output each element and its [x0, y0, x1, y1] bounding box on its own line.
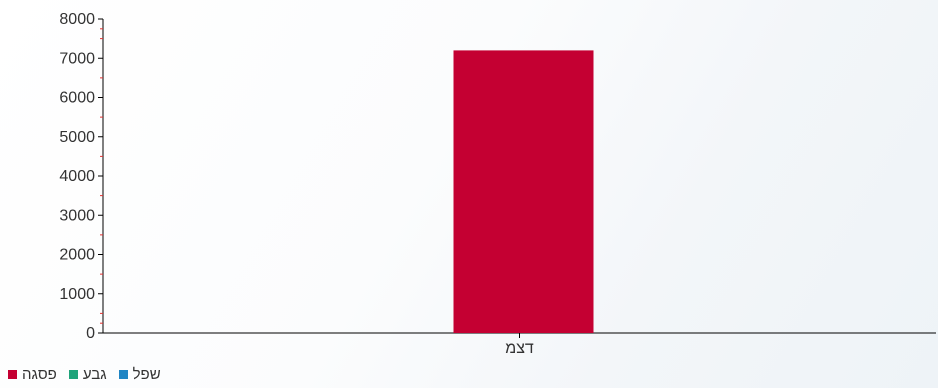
legend-label-shefel: שפל [132, 366, 161, 383]
legend-swatch-pisga [8, 370, 17, 379]
y-tick-label: 7000 [59, 50, 95, 67]
y-tick-label: 8000 [59, 11, 95, 28]
y-tick-label: 0 [86, 325, 95, 342]
legend-item-shefel[interactable]: שפל [118, 366, 161, 383]
y-tick-label: 3000 [59, 207, 95, 224]
legend-item-geva[interactable]: גבע [68, 366, 107, 383]
x-tick-label: דצמ [505, 340, 534, 357]
y-tick-label: 1000 [59, 286, 95, 303]
legend-label-geva: גבע [82, 366, 107, 383]
legend-swatch-geva [68, 370, 78, 379]
y-tick-label: 6000 [59, 90, 95, 107]
bar-0-0 [453, 50, 594, 334]
legend-item-pisga[interactable]: פסגה [8, 366, 57, 383]
y-tick-label: 4000 [59, 168, 95, 185]
legend-label-pisga: פסגה [22, 366, 57, 383]
chart-legend: שפל גבע פסגה [8, 366, 161, 383]
legend-swatch-shefel [118, 370, 128, 379]
y-tick-label: 5000 [59, 129, 95, 146]
y-tick-label: 2000 [59, 247, 95, 264]
